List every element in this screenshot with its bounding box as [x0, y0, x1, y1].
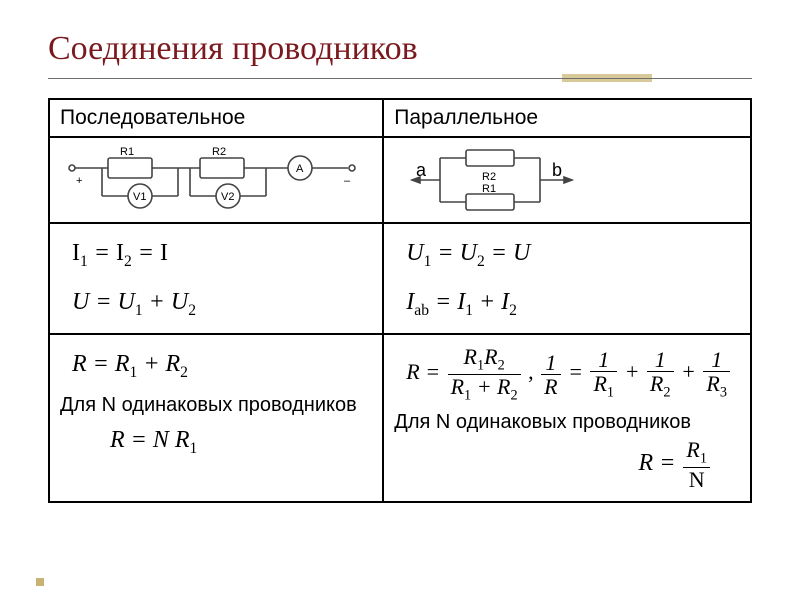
slide: Соединения проводников Последовательное … [0, 0, 800, 600]
cell-series-schematic: R1 R2 A V1 V2 + – [49, 137, 383, 223]
header-parallel: Параллельное [383, 99, 751, 137]
label-par-r1-bot: R1 [482, 183, 496, 195]
parallel-circuit-icon: R2 R1 a b [394, 144, 604, 216]
note-series-n: Для N одинаковых проводников [60, 394, 372, 417]
label-r2: R2 [212, 146, 226, 158]
eq-parallel-r: R = R1R2R1 + R2 , 1R = 1R1 + 1R2 + 1R3 [394, 341, 740, 407]
eq-series-r: R = R1 + R2 [60, 341, 372, 390]
cell-parallel-relations: U1 = U2 = U Iab = I1 + I2 [383, 223, 751, 334]
label-minus: – [344, 175, 351, 187]
table-row: R = R1 + R2 Для N одинаковых проводников… [49, 334, 751, 501]
label-plus: + [76, 175, 82, 187]
label-r1: R1 [120, 146, 134, 158]
label-par-b: b [552, 160, 562, 180]
label-v1: V1 [133, 191, 146, 203]
table-row: Последовательное Параллельное [49, 99, 751, 137]
footer-bullet-icon [36, 578, 44, 586]
label-v2: V2 [221, 191, 234, 203]
cell-series-resistance: R = R1 + R2 Для N одинаковых проводников… [49, 334, 383, 501]
eq-series-voltage: U = U1 + U2 [60, 279, 372, 328]
eq-series-current: I1 = I2 = I [60, 230, 372, 279]
label-par-r2-top: R2 [482, 171, 496, 183]
cell-parallel-resistance: R = R1R2R1 + R2 , 1R = 1R1 + 1R2 + 1R3 Д… [383, 334, 751, 501]
series-circuit-icon: R1 R2 A V1 V2 + – [60, 144, 370, 216]
header-series: Последовательное [49, 99, 383, 137]
eq-parallel-nr: R = R1N [394, 434, 740, 494]
table-row: R1 R2 A V1 V2 + – [49, 137, 751, 223]
eq-parallel-current: Iab = I1 + I2 [394, 279, 740, 328]
comparison-table: Последовательное Параллельное [48, 98, 752, 503]
cell-series-relations: I1 = I2 = I U = U1 + U2 [49, 223, 383, 334]
rule-line [48, 78, 752, 79]
note-parallel-n: Для N одинаковых проводников [394, 411, 740, 434]
label-par-a: a [416, 160, 427, 180]
eq-parallel-voltage: U1 = U2 = U [394, 230, 740, 279]
page-title: Соединения проводников [48, 30, 752, 68]
label-a: A [296, 163, 304, 175]
title-rule [48, 74, 752, 84]
table-row: I1 = I2 = I U = U1 + U2 U1 = U2 = U Iab … [49, 223, 751, 334]
cell-parallel-schematic: R2 R1 a b [383, 137, 751, 223]
eq-series-nr: R = N R1 [60, 417, 372, 466]
